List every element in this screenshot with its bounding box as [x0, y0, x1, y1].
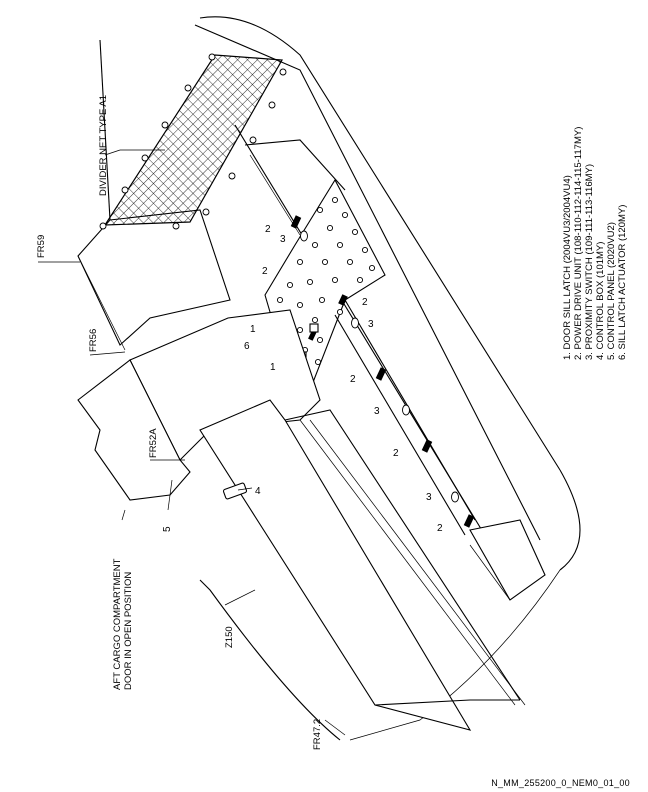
aft-end-line — [469, 544, 511, 601]
ceiling-line — [194, 24, 541, 541]
leader-lines — [38, 149, 346, 736]
lining-top-edge — [284, 409, 521, 701]
legend-item-6: 6. SILL LATCH ACTUATOR (120MY) — [617, 205, 628, 360]
frame-fr59-label: FR59 — [36, 235, 47, 258]
callout-2: 2 — [265, 224, 271, 235]
fuselage-left-arc — [199, 579, 341, 741]
net-attachment-fittings — [99, 53, 287, 230]
bulkhead-lower-edge — [77, 255, 126, 351]
door-label-line-2: DOOR IN OPEN POSITION — [123, 572, 134, 690]
callout-5: 5 — [162, 526, 173, 532]
aft-bulkhead-block — [77, 209, 231, 346]
frame-fr56-label: FR56 — [88, 329, 99, 352]
callout-3: 3 — [426, 492, 432, 503]
callout-1: 1 — [270, 362, 276, 373]
callout-2: 2 — [393, 448, 399, 459]
callout-4: 4 — [255, 486, 261, 497]
roller-track-upper — [249, 154, 301, 236]
legend: 1. DOOR SILL LATCH (2004VU3/2004VU4) 2. … — [562, 127, 628, 360]
drawing-reference-id: N_MM_255200_0_NEM0_01_00 — [491, 778, 630, 788]
lining-panel-line-2 — [309, 419, 526, 706]
legend-item-4: 4. CONTROL BOX (101MY) — [595, 242, 606, 360]
legend-item-3: 3. PROXIMITY SWITCH (109-111-113-116MY) — [584, 164, 595, 360]
lining-panel-line — [299, 419, 516, 706]
legend-item-1: 1. DOOR SILL LATCH (2004VU3/2004VU4) — [562, 175, 573, 360]
callout-3: 3 — [280, 234, 286, 245]
control-box — [222, 482, 248, 500]
fuselage-top-edge — [199, 16, 561, 471]
callout-3: 3 — [374, 406, 380, 417]
callout-3: 3 — [368, 319, 374, 330]
divider-net-label: DIVIDER NET TYPE A1 — [98, 95, 109, 196]
legend-item-2: 2. POWER DRIVE UNIT (108-110-112-114-115… — [573, 127, 584, 360]
side-wall-upper-panel — [244, 139, 346, 191]
frame-fr52a-label: FR52A — [148, 428, 159, 458]
aft-end-block — [469, 519, 546, 601]
lower-sidewall-lining — [199, 399, 472, 731]
bulkhead-edge — [99, 39, 111, 221]
door-label-line-1: AFT CARGO COMPARTMENT — [112, 558, 123, 690]
item-callouts: 2 3 2 2 3 1 6 1 2 3 2 3 2 4 5 — [162, 224, 443, 534]
callout-2: 2 — [437, 523, 443, 534]
callout-2: 2 — [362, 297, 368, 308]
proximity-switches — [300, 230, 459, 503]
legend-item-5: 5. CONTROL PANEL (2020VU2) — [606, 222, 617, 360]
callout-1: 1 — [250, 324, 256, 335]
frame-fr47-2-label: FR47.2 — [312, 719, 323, 750]
fuselage-aft-arc — [559, 469, 581, 571]
divider-net — [103, 54, 283, 226]
lining-bottom-edge — [374, 699, 520, 706]
roller-track-right-inner — [334, 314, 466, 536]
callout-6: 6 — [244, 341, 250, 352]
callout-2: 2 — [350, 374, 356, 385]
callout-2: 2 — [262, 266, 268, 277]
frame-z150-label: Z150 — [224, 626, 235, 648]
roller-track-right — [344, 299, 476, 521]
